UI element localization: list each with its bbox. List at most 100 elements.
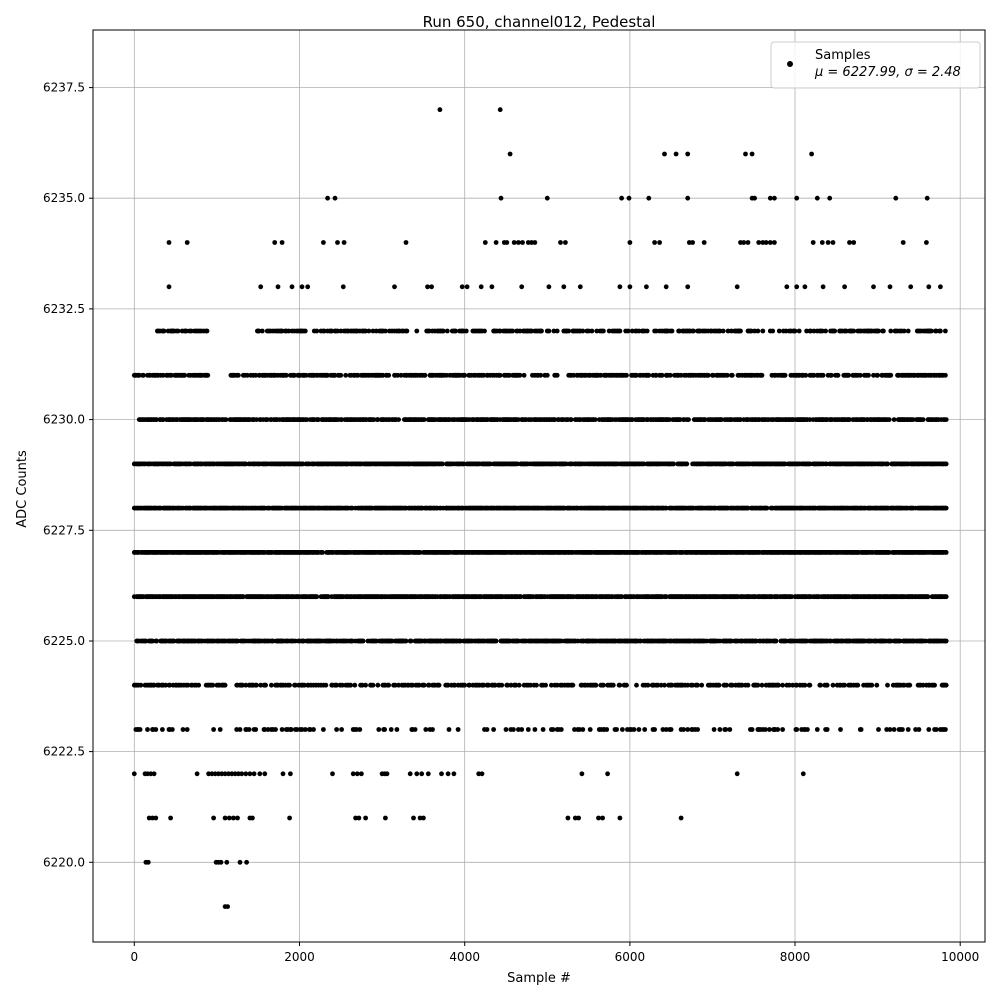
data-point xyxy=(279,328,285,334)
data-point xyxy=(175,328,181,334)
data-point xyxy=(440,328,446,334)
data-point xyxy=(141,372,146,378)
data-point xyxy=(375,417,381,422)
data-point xyxy=(300,461,306,467)
data-point xyxy=(819,328,825,334)
data-point xyxy=(601,328,606,334)
data-point xyxy=(717,328,723,334)
data-point xyxy=(755,328,761,334)
data-point xyxy=(462,372,468,378)
data-point xyxy=(624,372,629,378)
data-point xyxy=(371,417,377,422)
data-point xyxy=(338,372,344,378)
data-point xyxy=(832,328,838,334)
data-point xyxy=(404,328,410,334)
data-point xyxy=(724,372,730,378)
data-point xyxy=(938,328,943,334)
data-point xyxy=(335,328,340,334)
data-point xyxy=(752,328,757,334)
data-point xyxy=(546,328,552,334)
data-point xyxy=(829,372,834,378)
data-point xyxy=(303,372,309,378)
data-point xyxy=(846,372,852,378)
data-point xyxy=(617,328,623,334)
data-point xyxy=(286,328,292,334)
data-point xyxy=(866,372,871,378)
data-point xyxy=(168,461,174,467)
data-point xyxy=(835,372,841,378)
data-points xyxy=(131,107,949,909)
data-point xyxy=(943,594,949,600)
data-point xyxy=(792,328,798,334)
data-point xyxy=(360,638,366,644)
data-point xyxy=(510,328,515,334)
data-point xyxy=(891,417,897,422)
data-point xyxy=(236,372,241,378)
data-point xyxy=(366,328,372,334)
data-point xyxy=(314,328,320,334)
data-point xyxy=(776,328,782,334)
data-point xyxy=(653,372,659,378)
data-point xyxy=(764,505,770,511)
data-point xyxy=(370,328,376,334)
data-point xyxy=(506,372,512,378)
data-point xyxy=(667,417,672,422)
data-point xyxy=(339,417,344,422)
data-point xyxy=(254,417,259,422)
data-point xyxy=(905,328,911,334)
data-point xyxy=(738,417,743,422)
data-point xyxy=(363,328,368,334)
data-point xyxy=(160,372,166,378)
data-point xyxy=(943,550,949,555)
data-point xyxy=(408,638,414,644)
data-point xyxy=(729,328,734,334)
data-point xyxy=(823,328,828,334)
data-point xyxy=(414,328,420,334)
data-point xyxy=(497,372,503,378)
data-point xyxy=(592,417,598,422)
data-point xyxy=(321,328,327,334)
data-point xyxy=(636,328,642,334)
data-point xyxy=(440,461,445,467)
data-point xyxy=(669,328,675,334)
data-point xyxy=(851,328,857,334)
data-point xyxy=(691,328,696,334)
data-point xyxy=(928,328,934,334)
data-point xyxy=(811,372,817,378)
data-point xyxy=(920,417,926,422)
data-point xyxy=(482,328,487,334)
data-point xyxy=(154,638,160,644)
data-point xyxy=(554,328,560,334)
data-point xyxy=(383,328,388,334)
data-point xyxy=(544,372,550,378)
data-point xyxy=(729,372,735,378)
data-point xyxy=(539,328,544,334)
data-point xyxy=(678,372,684,378)
data-point xyxy=(188,461,193,467)
data-point xyxy=(182,372,188,378)
data-point xyxy=(253,372,259,378)
data-point xyxy=(403,638,409,644)
data-point xyxy=(770,328,776,334)
data-point xyxy=(343,372,349,378)
data-point xyxy=(338,328,344,334)
data-point xyxy=(659,372,665,378)
data-point xyxy=(304,417,310,422)
data-point xyxy=(811,328,817,334)
data-point xyxy=(264,417,270,422)
data-point xyxy=(888,372,894,378)
data-point xyxy=(160,417,166,422)
data-point xyxy=(316,417,321,422)
data-point xyxy=(373,328,379,334)
data-point xyxy=(329,328,335,334)
data-point xyxy=(571,372,577,378)
data-point xyxy=(677,328,682,334)
data-point xyxy=(646,372,652,378)
data-point xyxy=(589,328,595,334)
data-point xyxy=(783,328,789,334)
data-point xyxy=(807,417,813,422)
data-point xyxy=(396,417,401,422)
data-point xyxy=(463,328,469,334)
